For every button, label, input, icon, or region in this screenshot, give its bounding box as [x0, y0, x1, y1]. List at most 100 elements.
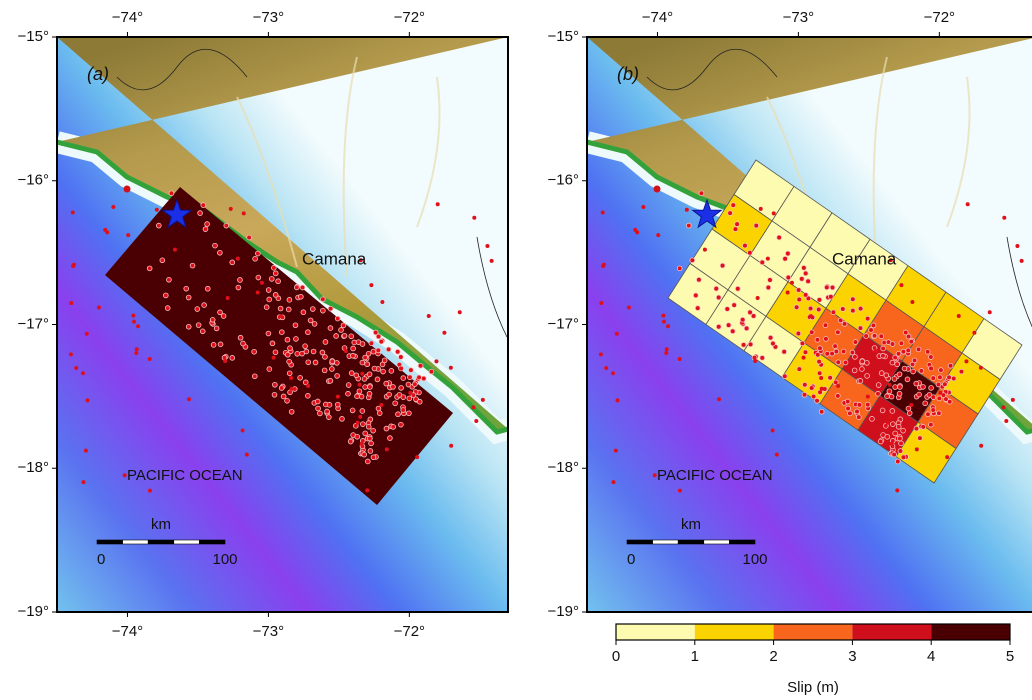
aftershock [472, 216, 476, 220]
aftershock [942, 382, 947, 387]
map-panel: (a)CamanaPACIFIC OCEANkm0100 [57, 37, 508, 612]
aftershock [740, 317, 745, 322]
aftershock [838, 318, 843, 323]
aftershock [358, 415, 362, 419]
aftershock [267, 297, 272, 302]
aftershock [855, 409, 860, 414]
aftershock [759, 207, 763, 211]
aftershock [614, 449, 618, 453]
aftershock [373, 330, 378, 335]
aftershock [278, 306, 283, 311]
aftershock [391, 384, 396, 389]
aftershock [294, 337, 299, 342]
aftershock [876, 383, 881, 388]
lat-tick-label: −19° [18, 603, 49, 620]
aftershock [938, 391, 942, 395]
aftershock [376, 348, 381, 353]
aftershock [665, 347, 669, 351]
aftershock [957, 314, 961, 318]
aftershock [782, 374, 787, 379]
aftershock [368, 449, 373, 454]
aftershock [825, 351, 830, 356]
aftershock [794, 305, 799, 310]
aftershock [344, 349, 348, 353]
panel-label: (b) [617, 64, 639, 84]
aftershock [915, 447, 919, 451]
aftershock [819, 376, 823, 380]
aftershock [853, 340, 858, 345]
aftershock [811, 394, 816, 399]
aftershock [695, 306, 700, 311]
aftershock [796, 288, 801, 293]
aftershock [285, 352, 290, 357]
aftershock [806, 279, 811, 284]
aftershock [743, 243, 748, 248]
aftershock [890, 372, 894, 376]
aftershock [327, 402, 332, 407]
aftershock [615, 332, 619, 336]
aftershock [401, 408, 406, 413]
aftershock [870, 416, 875, 421]
aftershock [782, 349, 787, 354]
aftershock [325, 409, 330, 414]
aftershock [230, 260, 235, 265]
aftershock [951, 376, 956, 381]
aftershock [252, 349, 257, 354]
aftershock [865, 374, 870, 379]
aftershock [399, 385, 404, 390]
aftershock [136, 324, 140, 328]
aftershock [690, 258, 695, 263]
aftershock [785, 251, 790, 256]
aftershock [223, 359, 227, 363]
aftershock [449, 366, 453, 370]
aftershock [890, 442, 894, 446]
aftershock [367, 391, 372, 396]
aftershock [929, 385, 934, 390]
aftershock [802, 392, 807, 397]
aftershock [808, 306, 813, 311]
aftershock [359, 394, 364, 399]
scale-segment [704, 540, 730, 544]
aftershock [899, 283, 903, 287]
aftershock [365, 362, 370, 367]
aftershock [872, 333, 877, 338]
aftershock [214, 326, 219, 331]
scale-segment [97, 540, 123, 544]
aftershock [135, 347, 139, 351]
aftershock [335, 374, 340, 379]
aftershock [717, 397, 721, 401]
lon-tick-label: −72° [394, 623, 425, 640]
aftershock [393, 401, 398, 406]
aftershock [890, 409, 895, 414]
aftershock [69, 301, 73, 305]
aftershock [716, 324, 721, 329]
aftershock [828, 375, 833, 380]
aftershock [381, 369, 386, 374]
aftershock [272, 382, 277, 387]
aftershock [733, 227, 738, 232]
aftershock [218, 310, 223, 315]
aftershock [186, 295, 191, 300]
aftershock [279, 314, 283, 318]
aftershock [304, 349, 309, 354]
aftershock [936, 382, 941, 387]
aftershock [881, 346, 886, 351]
aftershock [921, 384, 926, 389]
aftershock [458, 310, 462, 314]
colorbar-tick-label: 0 [612, 648, 620, 665]
aftershock [306, 360, 311, 365]
aftershock [909, 339, 914, 344]
aftershock [367, 385, 372, 390]
scale-tick: 100 [212, 551, 237, 568]
aftershock [876, 391, 881, 396]
map-panel: (b)CamanaPACIFIC OCEANkm0100 [587, 37, 1032, 612]
aftershock [871, 323, 876, 328]
aftershock [604, 366, 608, 370]
aftershock [320, 350, 325, 355]
aftershock [81, 480, 85, 484]
aftershock [312, 321, 317, 326]
aftershock [270, 341, 275, 346]
aftershock [857, 402, 862, 407]
aftershock [407, 396, 412, 401]
aftershock [363, 355, 368, 360]
